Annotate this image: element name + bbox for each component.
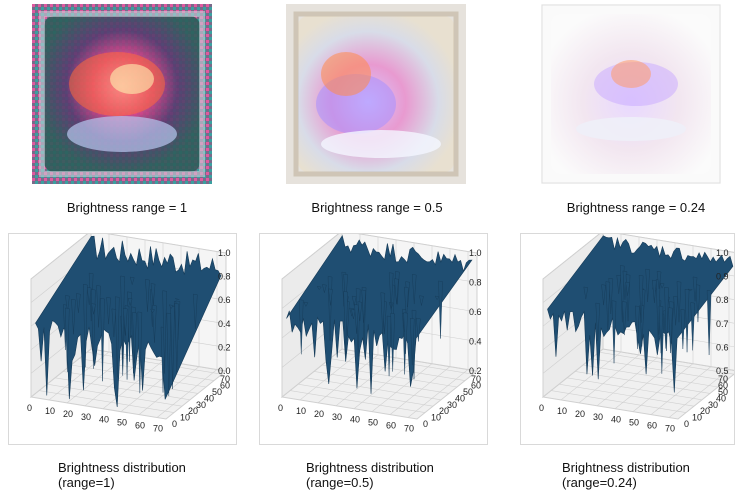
x-tick-label: 50 bbox=[629, 418, 639, 428]
y-tick-label: 60 bbox=[220, 381, 230, 391]
z-tick-label: 1.0 bbox=[469, 248, 482, 258]
z-tick-label: 0.7 bbox=[716, 319, 729, 329]
z-tick-label: 1.0 bbox=[716, 248, 729, 258]
z-tick-label: 0.8 bbox=[218, 272, 231, 282]
y-tick-label: 10 bbox=[180, 413, 190, 423]
x-tick-label: 0 bbox=[27, 403, 32, 413]
visualization-image-range-0-24 bbox=[541, 4, 721, 184]
brightness-surface-plot-range-1: 1.0 0.8 0.6 0.4 0.2 0.0 0 10 20 30 40 50 60 70 0 10 20 30… bbox=[8, 233, 237, 445]
image-caption-range-1: Brightness range = 1 bbox=[66, 200, 188, 215]
y-tick-label: 50 bbox=[463, 387, 473, 397]
y-tick-label: 10 bbox=[692, 413, 702, 423]
x-tick-label: 60 bbox=[135, 421, 145, 431]
distribution-caption-range-0-24: Brightness distribution (range=0.24) bbox=[562, 460, 690, 490]
y-tick-label: 20 bbox=[188, 406, 198, 416]
brightness-surface-plot-range-0-24: 1.0 0.9 0.8 0.7 0.6 0.5 0 10 20 30 40 50 60 70 0 10 20 30… bbox=[520, 233, 735, 445]
distribution-caption-title: Brightness distribution bbox=[58, 460, 186, 475]
distribution-caption-title: Brightness distribution bbox=[562, 460, 690, 475]
y-tick-label: 30 bbox=[708, 400, 718, 410]
y-tick-label: 50 bbox=[718, 387, 728, 397]
y-tick-label: 50 bbox=[212, 387, 222, 397]
y-tick-label: 20 bbox=[700, 406, 710, 416]
y-tick-label: 60 bbox=[718, 381, 728, 391]
z-tick-label: 0.4 bbox=[218, 319, 231, 329]
x-tick-label: 20 bbox=[575, 409, 585, 419]
y-tick-label: 70 bbox=[471, 374, 481, 384]
visualization-image-range-0-5 bbox=[286, 4, 466, 184]
z-tick-label: 0.9 bbox=[716, 272, 729, 282]
y-tick-label: 0 bbox=[423, 419, 428, 429]
brightness-surface bbox=[547, 235, 734, 393]
y-tick-label: 60 bbox=[471, 381, 481, 391]
y-tick-label: 40 bbox=[716, 393, 726, 403]
y-tick-label: 70 bbox=[718, 374, 728, 384]
distribution-caption-range: (range=0.5) bbox=[306, 475, 374, 490]
y-tick-label: 20 bbox=[439, 406, 449, 416]
x-tick-label: 70 bbox=[153, 424, 163, 434]
x-tick-label: 10 bbox=[45, 406, 55, 416]
distribution-caption-title: Brightness distribution bbox=[306, 460, 434, 475]
x-tick-label: 30 bbox=[81, 412, 91, 422]
distribution-caption-range: (range=0.24) bbox=[562, 475, 637, 490]
distribution-caption-range: (range=1) bbox=[58, 475, 115, 490]
x-tick-label: 70 bbox=[404, 424, 414, 434]
z-tick-label: 0.8 bbox=[469, 278, 482, 288]
brightness-surface bbox=[35, 235, 222, 407]
x-tick-label: 60 bbox=[647, 421, 657, 431]
z-tick-label: 1.0 bbox=[218, 248, 231, 258]
x-tick-label: 60 bbox=[386, 421, 396, 431]
brightness-surface-plot-range-0-5: 1.0 0.8 0.6 0.4 0.2 0 10 20 30 40 50 60 70 0 10 20 30 40 5… bbox=[259, 233, 488, 445]
y-tick-label: 40 bbox=[455, 393, 465, 403]
z-tick-label: 0.4 bbox=[469, 337, 482, 347]
y-tick-label: 70 bbox=[220, 374, 230, 384]
distribution-caption-range-0-5: Brightness distribution (range=0.5) bbox=[306, 460, 434, 490]
z-tick-label: 0.6 bbox=[218, 295, 231, 305]
x-tick-label: 40 bbox=[99, 415, 109, 425]
z-tick-label: 0.2 bbox=[469, 366, 482, 376]
x-tick-label: 20 bbox=[63, 409, 73, 419]
z-tick-label: 0.5 bbox=[716, 366, 729, 376]
z-tick-label: 0.2 bbox=[218, 342, 231, 352]
x-tick-label: 70 bbox=[665, 424, 675, 434]
x-tick-label: 30 bbox=[332, 412, 342, 422]
y-tick-label: 30 bbox=[196, 400, 206, 410]
brightness-surface bbox=[286, 234, 473, 394]
z-tick-label: 0.0 bbox=[218, 366, 231, 376]
x-tick-label: 0 bbox=[539, 403, 544, 413]
x-tick-label: 50 bbox=[117, 418, 127, 428]
x-tick-label: 40 bbox=[611, 415, 621, 425]
visualization-image-range-1 bbox=[32, 4, 212, 184]
y-tick-label: 40 bbox=[204, 393, 214, 403]
distribution-caption-range-1: Brightness distribution (range=1) bbox=[58, 460, 186, 490]
image-caption-range-0-5: Brightness range = 0.5 bbox=[311, 200, 443, 215]
x-tick-label: 30 bbox=[593, 412, 603, 422]
y-tick-label: 30 bbox=[447, 400, 457, 410]
z-tick-label: 0.8 bbox=[716, 295, 729, 305]
z-tick-label: 0.6 bbox=[469, 307, 482, 317]
x-tick-label: 50 bbox=[368, 418, 378, 428]
x-tick-label: 20 bbox=[314, 409, 324, 419]
y-tick-label: 0 bbox=[172, 419, 177, 429]
y-tick-label: 10 bbox=[431, 413, 441, 423]
y-tick-label: 0 bbox=[684, 419, 689, 429]
x-tick-label: 10 bbox=[296, 406, 306, 416]
x-tick-label: 40 bbox=[350, 415, 360, 425]
x-tick-label: 10 bbox=[557, 406, 567, 416]
x-tick-label: 0 bbox=[278, 403, 283, 413]
image-caption-range-0-24: Brightness range = 0.24 bbox=[566, 200, 706, 215]
z-tick-label: 0.6 bbox=[716, 342, 729, 352]
